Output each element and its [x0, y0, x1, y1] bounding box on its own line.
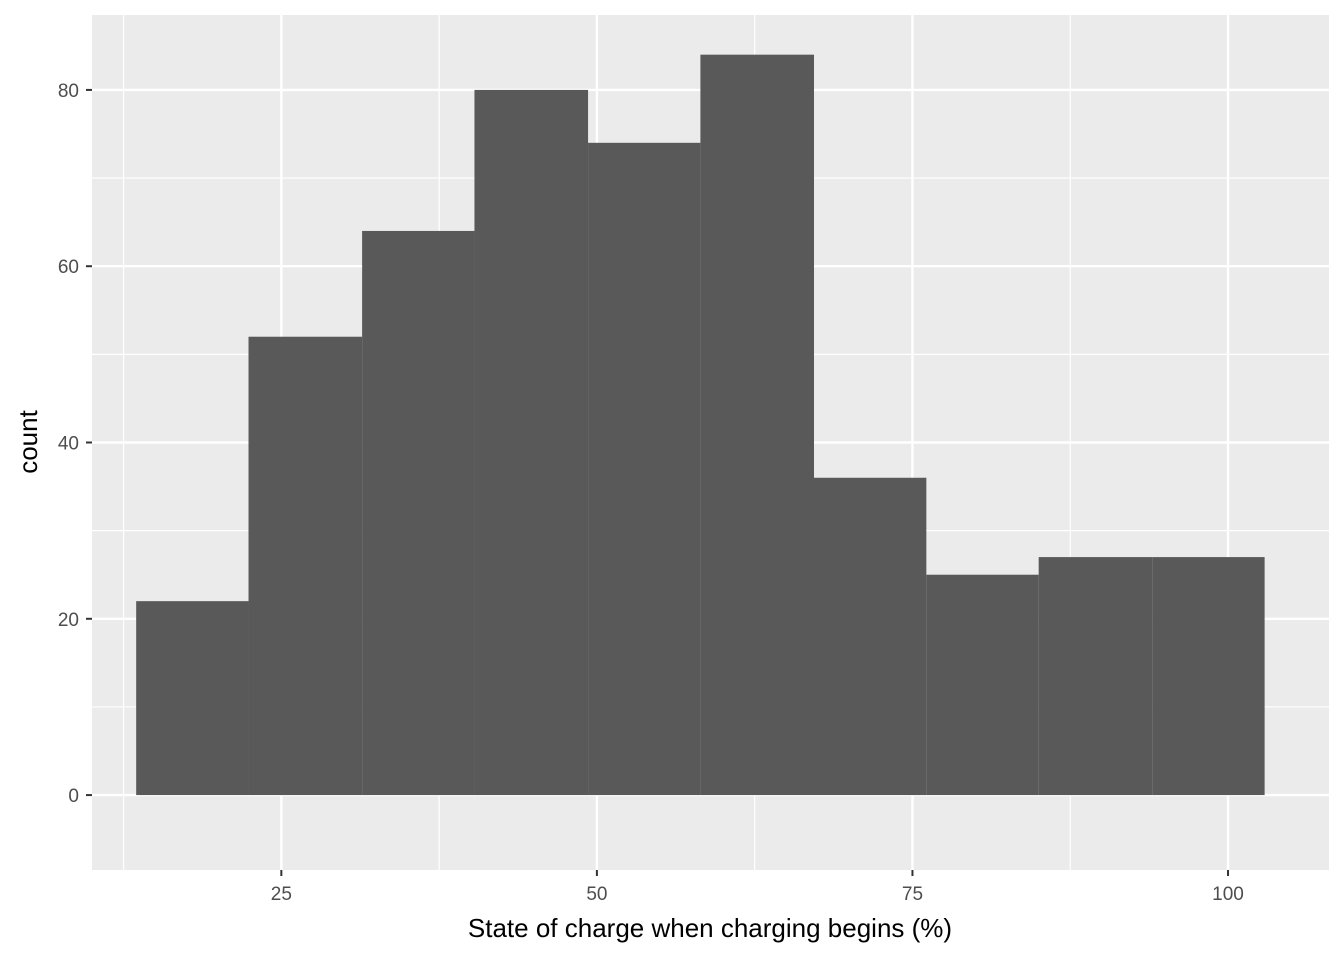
bar-3 [362, 230, 475, 796]
y-tick-label: 40 [58, 434, 79, 455]
bar-10 [1152, 557, 1265, 796]
y-axis-title: count [13, 409, 43, 473]
bar-2 [248, 336, 363, 796]
bar-8 [926, 574, 1039, 796]
y-tick-label: 60 [58, 257, 79, 278]
bar-7 [814, 477, 927, 796]
bar-9 [1038, 557, 1153, 796]
bars [136, 54, 1265, 796]
bar-1 [136, 601, 249, 796]
x-axis: 25 50 75 100 [271, 870, 1244, 905]
x-axis-title: State of charge when charging begins (%) [468, 913, 952, 943]
y-tick-label: 0 [68, 786, 79, 807]
x-tick-label: 75 [902, 884, 923, 905]
y-tick-label: 20 [58, 610, 79, 631]
x-tick-label: 50 [586, 884, 607, 905]
bar-4 [474, 89, 589, 796]
x-tick-label: 25 [271, 884, 292, 905]
x-tick-label: 100 [1212, 884, 1244, 905]
y-tick-label: 80 [58, 81, 79, 102]
bar-6 [700, 54, 815, 796]
bar-5 [588, 142, 701, 796]
y-axis: 0 20 40 60 80 [58, 81, 92, 807]
